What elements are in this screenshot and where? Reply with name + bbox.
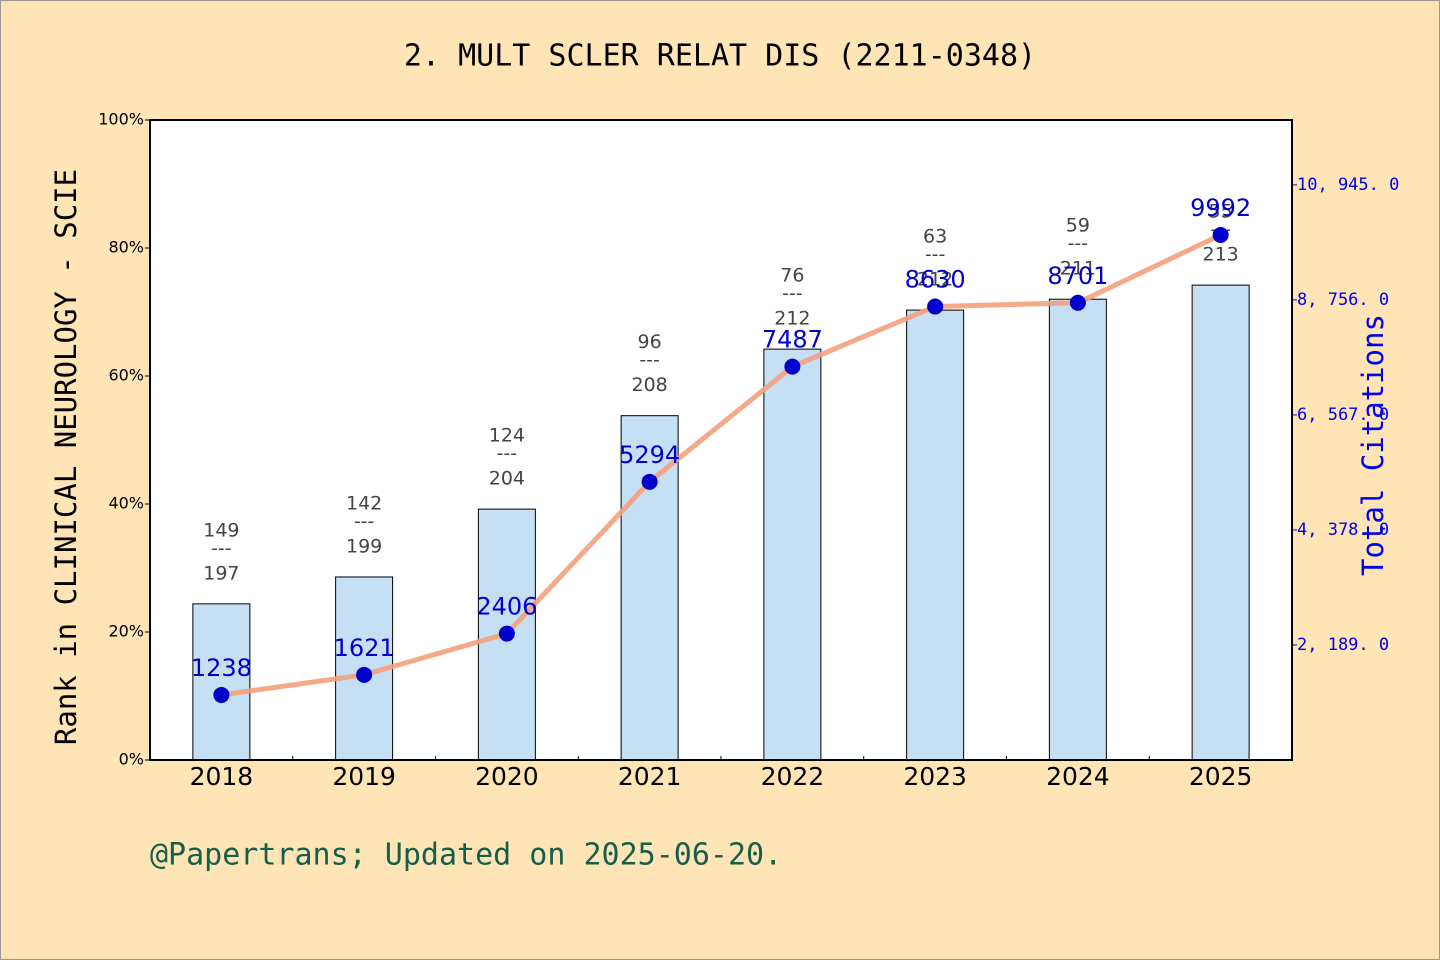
citation-point — [213, 686, 230, 703]
y-tick-label: 60% — [108, 366, 144, 385]
bar — [763, 348, 822, 761]
total-label: 212 — [917, 269, 953, 291]
y2-tick-label: 6, 567. 0 — [1297, 405, 1389, 425]
y2-axis-title: Total Citations — [1356, 314, 1390, 576]
y-tick-label: 80% — [108, 238, 144, 257]
y2-tick-label: 10, 945. 0 — [1297, 175, 1399, 195]
chart-title: 2. MULT SCLER RELAT DIS (2211-0348) — [404, 39, 1036, 74]
citation-label: 1238 — [191, 654, 252, 682]
total-label: 208 — [631, 374, 667, 396]
rank-separator: --- — [782, 283, 803, 305]
x-tick-label: 2022 — [761, 762, 825, 791]
x-tick-label: 2021 — [618, 762, 682, 791]
x-tick-label: 2024 — [1046, 762, 1110, 791]
plot-area — [150, 120, 1292, 760]
citation-line — [221, 232, 1222, 698]
x-tick-label: 2019 — [332, 762, 396, 791]
citation-point — [784, 358, 801, 375]
rank-label: 96 — [638, 331, 662, 353]
total-label: 199 — [346, 535, 382, 557]
bar — [1048, 298, 1107, 761]
y-tick-label: 20% — [108, 622, 144, 641]
bar — [620, 415, 679, 761]
y-tick-label: 0% — [119, 750, 144, 769]
citation-label: 1621 — [334, 634, 395, 662]
y2-tick-label: 8, 756. 0 — [1297, 290, 1389, 310]
footer: @Papertrans; Updated on 2025-06-20. — [150, 838, 782, 873]
rank-label: 142 — [346, 492, 382, 514]
x-tick-label: 2023 — [903, 762, 967, 791]
y-tick-label: 40% — [108, 494, 144, 513]
total-label: 197 — [203, 562, 239, 584]
bar — [1191, 284, 1250, 761]
x-tick-label: 2018 — [190, 762, 254, 791]
citation-point — [1212, 226, 1229, 243]
total-label: 213 — [1202, 244, 1238, 266]
citation-label: 7487 — [762, 326, 823, 354]
citation-point — [356, 666, 373, 683]
rank-separator: --- — [497, 443, 518, 465]
citation-point — [498, 625, 515, 642]
rank-label: 76 — [780, 265, 804, 287]
y-tick-label: 100% — [98, 110, 144, 129]
total-label: 212 — [774, 308, 810, 330]
plot-frame — [149, 119, 1293, 761]
y2-tick-label: 2, 189. 0 — [1297, 635, 1389, 655]
citation-label: 2406 — [476, 593, 537, 621]
citation-label: 5294 — [619, 441, 680, 469]
rank-separator: --- — [211, 537, 232, 559]
rank-label: 63 — [923, 226, 947, 248]
x-tick-label: 2020 — [475, 762, 539, 791]
y-axis-title: Rank in CLINICAL NEUROLOGY - SCIE — [49, 169, 83, 745]
citation-point — [927, 298, 944, 315]
bar — [906, 309, 965, 761]
bar — [192, 603, 251, 761]
rank-separator: --- — [354, 510, 375, 532]
citation-label: 8630 — [905, 266, 966, 294]
y2-tick-label: 4, 378. 0 — [1297, 520, 1389, 540]
rank-label: 124 — [489, 425, 525, 447]
citation-point — [1069, 294, 1086, 311]
x-tick-label: 2025 — [1189, 762, 1253, 791]
citation-label: 8701 — [1047, 262, 1108, 290]
rank-separator: --- — [639, 349, 660, 371]
total-label: 211 — [1060, 258, 1096, 280]
total-label: 204 — [489, 468, 525, 490]
citation-point — [641, 473, 658, 490]
citation-label: 9992 — [1190, 194, 1251, 222]
rank-separator: --- — [1068, 233, 1089, 255]
rank-label: 59 — [1066, 215, 1090, 237]
rank-separator: --- — [925, 244, 946, 266]
rank-label: 55 — [1209, 201, 1233, 223]
rank-label: 149 — [203, 519, 239, 541]
